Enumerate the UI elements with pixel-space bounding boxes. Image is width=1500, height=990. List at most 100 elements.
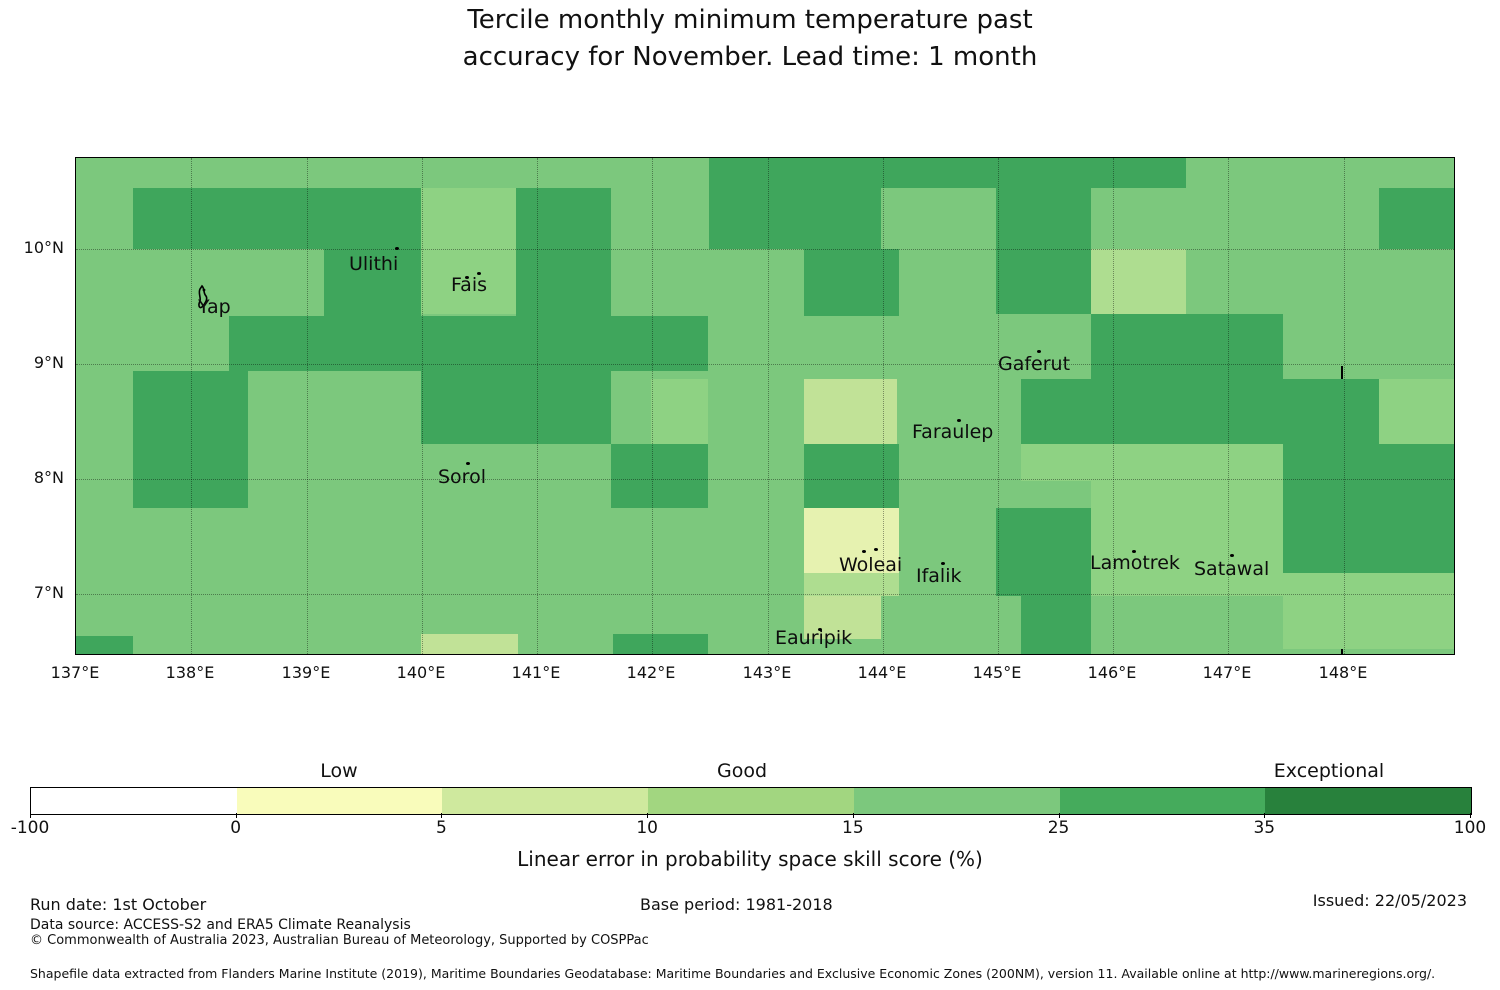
colorbar-tick-label: 5: [436, 818, 447, 838]
map-cell: [1021, 596, 1091, 654]
colorbar-bin: [648, 788, 855, 814]
island-dot-faraulep: [957, 419, 961, 422]
map-cell: [516, 188, 611, 316]
colorbar-tick-label: 0: [230, 818, 242, 838]
island-dot-satawal: [1230, 554, 1234, 557]
map-cell: [1379, 379, 1454, 444]
gridline-vertical: [1344, 158, 1345, 654]
colorbar-tick-label: 10: [636, 818, 658, 838]
title-line-1: Tercile monthly minimum temperature past: [467, 5, 1033, 35]
island-label-faraulep: Faraulep: [912, 421, 994, 443]
map-cell: [651, 379, 708, 444]
map-cell: [133, 188, 421, 249]
map-cell: [1091, 314, 1283, 379]
gridline-horizontal: [76, 249, 1454, 250]
map-cell: [804, 379, 897, 444]
map-cell: [996, 508, 1091, 596]
map-cell: [76, 636, 133, 654]
x-axis-tick-label: 138°E: [165, 663, 215, 682]
colorbar-bin: [442, 788, 649, 814]
colorbar-tick: [1058, 813, 1060, 818]
colorbar-tick: [441, 813, 443, 818]
island-dot-ulithi: [395, 247, 399, 250]
colorbar-bin: [31, 788, 238, 814]
map-cell: [1021, 444, 1283, 481]
colorbar-bin: [853, 788, 1061, 814]
gridline-vertical: [307, 158, 308, 654]
map-cell: [804, 508, 899, 573]
island-dot-fais: [465, 276, 469, 279]
island-dot-woleai: [874, 548, 878, 551]
colorbar-caption: Linear error in probability space skill …: [517, 847, 983, 871]
footer-data-source: Data source: ACCESS-S2 and ERA5 Climate …: [30, 917, 411, 933]
colorbar-zone-label-exceptional: Exceptional: [1273, 760, 1385, 782]
x-axis-tick-label: 147°E: [1202, 663, 1252, 682]
map-cell: [133, 371, 248, 508]
x-axis-tick-label: 140°E: [396, 663, 446, 682]
map-cell: [1091, 481, 1283, 596]
map-cell: [1283, 573, 1454, 649]
gridline-vertical: [652, 158, 653, 654]
map-cell: [804, 596, 881, 639]
colorbar-bin: [1265, 788, 1472, 814]
colorbar-zone-label-good: Good: [716, 760, 768, 782]
gridline-vertical: [768, 158, 769, 654]
x-axis-tick-label: 143°E: [742, 663, 792, 682]
colorbar-tick: [30, 813, 31, 818]
map-cell: [613, 634, 708, 654]
gridline-horizontal: [76, 364, 1454, 365]
x-axis-tick-label: 141°E: [511, 663, 561, 682]
island-dot-eauripik: [818, 628, 822, 631]
island-label-yap: Yap: [198, 296, 231, 318]
title-line-2: accuracy for November. Lead time: 1 mont…: [462, 42, 1038, 72]
colorbar-tick-label: -100: [10, 818, 50, 838]
colorbar-tick-label: 15: [842, 818, 864, 838]
colorbar-tick-label: 25: [1047, 818, 1070, 838]
colorbar-tick-label: 35: [1253, 818, 1276, 838]
footer-shapefile-attribution: Shapefile data extracted from Flanders M…: [30, 966, 1436, 981]
y-axis-tick-label: 10°N: [23, 238, 64, 257]
map-cell: [1379, 188, 1454, 249]
map-cell: [611, 444, 708, 508]
colorbar-tick: [852, 813, 854, 818]
map-cell: [421, 634, 518, 654]
map-cell: [229, 316, 708, 371]
gridline-vertical: [1113, 158, 1114, 654]
footer-base-period: Base period: 1981-2018: [640, 895, 833, 914]
map-cell: [881, 158, 996, 188]
colorbar: [30, 787, 1472, 815]
map-cell: [421, 188, 516, 314]
gridline-vertical: [1228, 158, 1229, 654]
map-cell: [324, 249, 421, 316]
island-label-fais: Fais: [451, 274, 488, 296]
gridline-vertical: [537, 158, 538, 654]
gridline-vertical: [191, 158, 192, 654]
gridline-vertical: [883, 158, 884, 654]
x-axis-tick-label: 144°E: [857, 663, 907, 682]
gridline-horizontal: [76, 594, 1454, 595]
footer-run-date: Run date: 1st October: [30, 895, 207, 914]
island-label-sorol: Sorol: [438, 466, 486, 488]
island-dot-sorol: [466, 462, 470, 465]
map-cell: [421, 371, 611, 444]
x-axis-tick-label: 146°E: [1087, 663, 1137, 682]
y-axis-tick-label: 7°N: [33, 583, 64, 602]
island-dot-gaferut: [1037, 350, 1041, 353]
colorbar-bin: [236, 788, 443, 814]
map-cell: [996, 158, 1091, 314]
y-axis-tick-label: 8°N: [33, 468, 64, 487]
y-axis-tick-label: 9°N: [33, 353, 64, 372]
island-dot-ifalik: [941, 562, 945, 565]
island-dot-lamotrek: [1132, 550, 1136, 553]
x-axis-tick-label: 142°E: [626, 663, 676, 682]
colorbar-tick: [1264, 813, 1266, 818]
colorbar-tick: [235, 813, 237, 818]
map-cell: [1021, 379, 1379, 444]
island-label-ifalik: Ifalik: [916, 565, 962, 587]
island-label-gaferut: Gaferut: [998, 353, 1071, 375]
x-axis-tick-label: 145°E: [972, 663, 1022, 682]
island-label-woleai: Woleai: [839, 554, 903, 576]
map-cell: [804, 444, 899, 508]
x-axis-tick-label: 148°E: [1318, 663, 1368, 682]
map-cell: [709, 158, 881, 249]
